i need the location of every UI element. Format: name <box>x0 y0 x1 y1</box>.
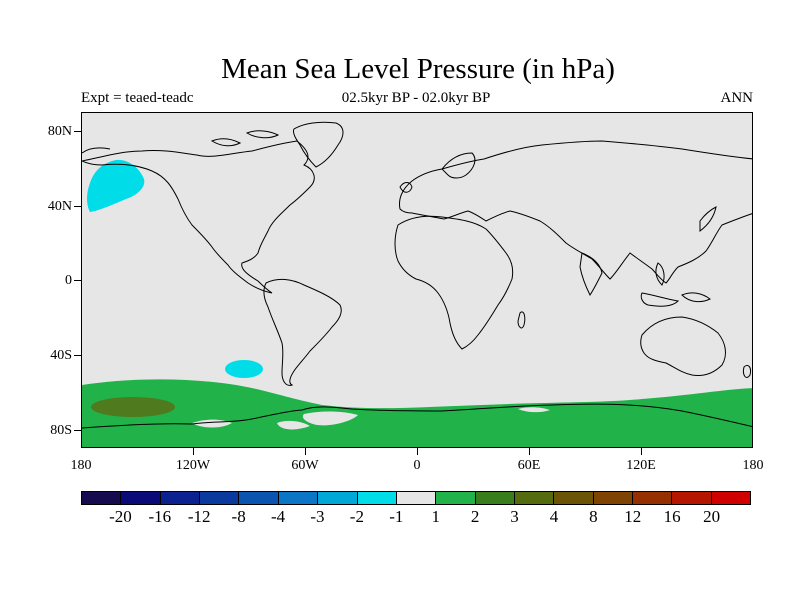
y-tick-80s: 80S <box>50 423 72 438</box>
greenland-coast <box>293 121 344 168</box>
colorbar-label: 3 <box>510 507 519 526</box>
colorbar-label: 1 <box>431 507 440 526</box>
map-title: Mean Sea Level Pressure (in hPa) <box>221 53 615 85</box>
antarctica-coastline <box>82 403 752 429</box>
x-tick-60e: 60E <box>517 458 541 473</box>
x-tick-180w: 180 <box>70 458 92 473</box>
colorbar-label: 4 <box>549 507 559 526</box>
y-tickmark <box>74 355 81 356</box>
africa-coast <box>394 215 514 350</box>
positive-anomaly-core <box>91 397 175 417</box>
x-tick-180e: 180 <box>742 458 764 473</box>
time-period-label: 02.5kyr BP - 02.0kyr BP <box>341 90 491 106</box>
x-tickmark <box>529 448 530 455</box>
y-tickmark <box>74 430 81 431</box>
colorbar-swatch <box>672 492 712 504</box>
y-tick-40s: 40S <box>50 348 72 363</box>
colorbar <box>81 491 751 505</box>
colorbar-swatch <box>82 492 122 504</box>
colorbar-swatch <box>593 492 634 504</box>
colorbar-swatch <box>318 492 358 504</box>
y-tick-0: 0 <box>65 273 72 288</box>
colorbar-swatch <box>357 492 397 504</box>
x-tickmark <box>193 448 194 455</box>
x-tickmark <box>305 448 306 455</box>
y-tickmark <box>74 131 81 132</box>
x-tickmark <box>641 448 642 455</box>
world-map <box>82 113 752 447</box>
colorbar-label: -2 <box>349 507 364 526</box>
map-plot-area <box>81 112 753 448</box>
australia-coast <box>640 316 726 376</box>
north-america-coast <box>82 140 315 294</box>
colorbar-swatch <box>278 492 319 504</box>
colorbar-label: -4 <box>270 507 286 526</box>
negative-anomaly-north-pacific <box>87 159 145 212</box>
colorbar-label: 2 <box>470 507 480 526</box>
negative-anomaly-south-pacific <box>225 360 263 378</box>
x-tick-120w: 120W <box>175 458 211 473</box>
x-tick-60w: 60W <box>291 458 319 473</box>
colorbar-label: 8 <box>589 507 598 526</box>
antarctica-peninsula-land <box>277 411 358 430</box>
x-tick-0: 0 <box>413 458 421 473</box>
colorbar-label: 12 <box>624 507 642 526</box>
experiment-label: Expt = teaed-teadc <box>81 90 194 106</box>
y-tickmark <box>74 280 81 281</box>
colorbar-label: -3 <box>310 507 325 526</box>
colorbar-swatch <box>160 492 201 504</box>
colorbar-label: -20 <box>109 507 132 526</box>
colorbar-label: -8 <box>231 507 246 526</box>
y-tick-40n: 40N <box>47 199 72 214</box>
south-america-coast <box>263 278 342 386</box>
x-tickmark <box>417 448 418 455</box>
y-tickmark <box>74 206 81 207</box>
colorbar-label: -16 <box>148 507 172 526</box>
colorbar-swatch <box>633 492 673 504</box>
colorbar-swatch <box>554 492 594 504</box>
x-tick-120e: 120E <box>626 458 656 473</box>
colorbar-label: 16 <box>663 507 681 526</box>
coastlines <box>82 121 752 386</box>
colorbar-swatch <box>436 492 476 504</box>
colorbar-swatch <box>239 492 279 504</box>
colorbar-swatch <box>200 492 240 504</box>
colorbar-label: -1 <box>389 507 404 526</box>
weddell-land <box>518 407 550 413</box>
colorbar-label: 20 <box>703 507 721 526</box>
colorbar-swatch <box>711 492 751 504</box>
colorbar-swatch <box>475 492 515 504</box>
eurasia-coast <box>399 140 752 284</box>
colorbar-swatch <box>396 492 437 504</box>
colorbar-label: -12 <box>187 507 211 526</box>
season-label: ANN <box>720 90 754 106</box>
colorbar-swatch <box>514 492 555 504</box>
positive-anomaly-band <box>82 379 752 447</box>
colorbar-swatch <box>121 492 161 504</box>
y-tick-80n: 80N <box>47 124 72 139</box>
